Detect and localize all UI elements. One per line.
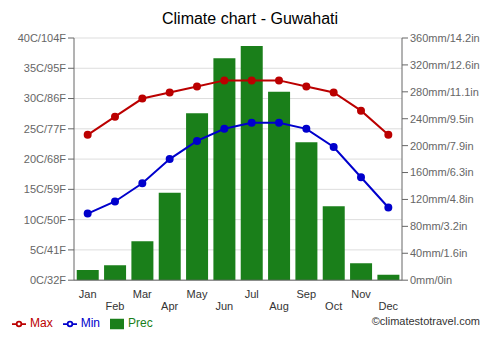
- html-text:Min: Min: [80, 316, 100, 331]
- svg-text:Sep: Sep: [297, 288, 317, 300]
- svg-text:200mm/7.9in: 200mm/7.9in: [410, 140, 474, 152]
- svg-text:Jun: Jun: [215, 300, 233, 312]
- svg-text:5C/41F: 5C/41F: [30, 244, 66, 256]
- svg-text:0mm/0in: 0mm/0in: [410, 274, 452, 286]
- html-text:Climate chart - Guwahati: Climate chart - Guwahati: [162, 10, 338, 27]
- svg-text:0C/32F: 0C/32F: [30, 274, 66, 286]
- svg-text:Feb: Feb: [106, 300, 125, 312]
- svg-text:May: May: [187, 288, 208, 300]
- svg-text:Aug: Aug: [269, 300, 289, 312]
- svg-text:25C/77F: 25C/77F: [24, 123, 66, 135]
- html-text:©climatestotravel.com: ©climatestotravel.com: [371, 315, 480, 327]
- svg-text:320mm/12.6in: 320mm/12.6in: [410, 59, 480, 71]
- svg-text:Jul: Jul: [245, 288, 259, 300]
- svg-text:Nov: Nov: [351, 288, 371, 300]
- svg-text:Jan: Jan: [79, 288, 97, 300]
- svg-text:15C/59F: 15C/59F: [24, 183, 66, 195]
- svg-text:40C/104F: 40C/104F: [18, 32, 67, 44]
- svg-text:160mm/6.3in: 160mm/6.3in: [410, 166, 474, 178]
- svg-text:Dec: Dec: [379, 300, 399, 312]
- svg-text:360mm/14.2in: 360mm/14.2in: [410, 32, 480, 44]
- svg-text:40mm/1.6in: 40mm/1.6in: [410, 247, 467, 259]
- svg-text:240mm/9.5in: 240mm/9.5in: [410, 113, 474, 125]
- svg-text:30C/86F: 30C/86F: [24, 92, 66, 104]
- svg-text:10C/50F: 10C/50F: [24, 214, 66, 226]
- svg-text:20C/68F: 20C/68F: [24, 153, 66, 165]
- svg-text:80mm/3.2in: 80mm/3.2in: [410, 220, 467, 232]
- svg-text:Apr: Apr: [161, 300, 178, 312]
- svg-text:Oct: Oct: [325, 300, 342, 312]
- svg-text:35C/95F: 35C/95F: [24, 62, 66, 74]
- svg-text:120mm/4.8in: 120mm/4.8in: [410, 193, 474, 205]
- svg-text:Mar: Mar: [133, 288, 152, 300]
- html-text:Prec: Prec: [128, 316, 153, 331]
- svg-text:280mm/11.1in: 280mm/11.1in: [410, 86, 479, 98]
- html-text:Max: Max: [30, 316, 53, 331]
